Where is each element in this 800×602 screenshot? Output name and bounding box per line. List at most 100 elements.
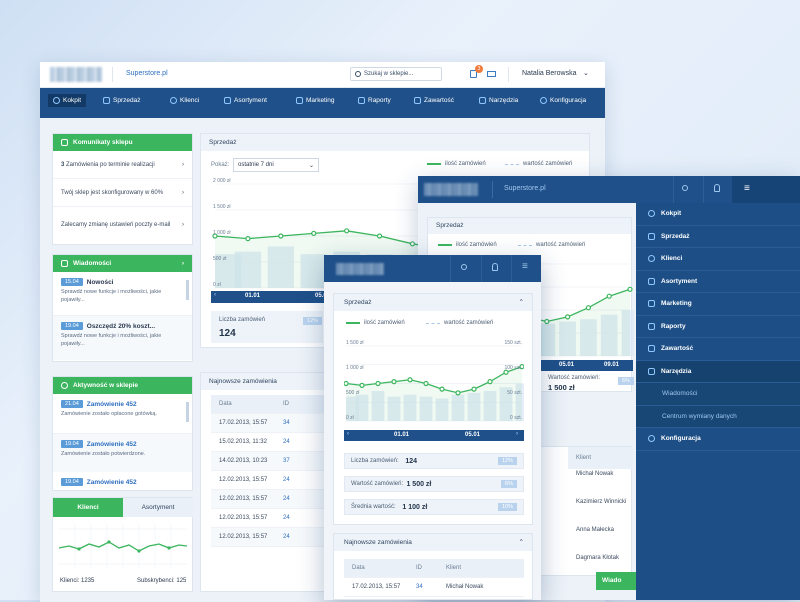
- wiadomosc-item[interactable]: 15.04 Nowości Sprawdź nowe funkcje i możl…: [53, 272, 192, 316]
- mail-icon[interactable]: [487, 71, 496, 77]
- value-bar: [419, 396, 433, 421]
- nav-sprzedaz[interactable]: Sprzedaż: [103, 97, 140, 104]
- user-icon[interactable]: [492, 263, 498, 271]
- legend-wartosc: wartość zamówień: [426, 320, 493, 326]
- store-link[interactable]: Superstore.pl: [504, 185, 546, 192]
- y-tick-label: 1 000 zł: [213, 230, 231, 236]
- sprzedaz-title: Sprzedaż: [201, 134, 589, 151]
- menu-marketing[interactable]: Marketing: [636, 293, 800, 316]
- nav-zawartosc[interactable]: Zawartość: [414, 97, 454, 104]
- user-icon[interactable]: [714, 184, 720, 192]
- sprzedaz-header[interactable]: Sprzedaż ⌃: [334, 294, 532, 311]
- stat-value: 1 500 zł: [406, 480, 432, 488]
- nav-marketing[interactable]: Marketing: [296, 97, 335, 104]
- user-name[interactable]: Natalia Berowska: [522, 70, 577, 77]
- date-label: 05.01: [465, 432, 481, 438]
- cell-id[interactable]: 37: [283, 458, 290, 464]
- chevron-right-icon: ›: [181, 260, 184, 267]
- aktywnosc-item[interactable]: 19.04 Zamówienie 452: [53, 472, 192, 490]
- chevron-down-icon[interactable]: ⌄: [583, 70, 589, 77]
- scrollbar[interactable]: [186, 280, 189, 300]
- date-range-bar[interactable]: 05.01 09.01: [524, 360, 633, 371]
- menu-zawartosc[interactable]: Zawartość: [636, 338, 800, 361]
- menu-asortyment[interactable]: Asortyment: [636, 271, 800, 293]
- menu-konfiguracja[interactable]: Konfiguracja: [636, 428, 800, 451]
- nav-kokpit[interactable]: Kokpit: [48, 94, 87, 107]
- nav-konfiguracja[interactable]: Konfiguracja: [540, 97, 586, 104]
- table-row[interactable]: 14.02.2013, 10:23 37: [211, 452, 326, 471]
- table-row[interactable]: 12.02.2013, 15:57 24: [211, 528, 326, 547]
- data-point: [606, 293, 612, 299]
- chevron-right-icon[interactable]: ›: [516, 431, 518, 437]
- submenu-centrum[interactable]: Centrum wymiany danych: [636, 405, 800, 428]
- table-row[interactable]: 12.02.2013, 15:57 24: [211, 509, 326, 528]
- table-row[interactable]: 12.02.2013, 15:57 24: [211, 490, 326, 509]
- cell-id[interactable]: 34: [416, 584, 423, 590]
- box-icon: [648, 277, 655, 285]
- hamburger-icon: ≡: [744, 183, 750, 194]
- aktywnosc-item[interactable]: 21.04 Zamówienie 452 Zamówienie zostało o…: [53, 394, 192, 434]
- orders-line: [345, 366, 523, 394]
- wiadomosc-item[interactable]: 19.04 Oszczędź 20% koszt... Sprawdź nowe …: [53, 316, 192, 360]
- period-select[interactable]: ostatnie 7 dni ⌄: [233, 158, 319, 172]
- search-icon[interactable]: [682, 185, 688, 191]
- card-title: Wiadomości: [73, 260, 112, 267]
- nav-narzedzia[interactable]: Narzędzia: [479, 97, 518, 104]
- najnowsze-header[interactable]: Najnowsze zamówienia ⌃: [334, 534, 532, 551]
- table-row[interactable]: 12.02.2013, 15:57 24: [211, 471, 326, 490]
- tag-icon: [648, 300, 655, 308]
- tab-asortyment[interactable]: Asortyment: [123, 498, 193, 517]
- divider: [481, 255, 482, 282]
- cell-id[interactable]: 34: [283, 420, 290, 426]
- table-row[interactable]: 17.02.2013, 15:57 34: [211, 414, 326, 433]
- hamburger-icon[interactable]: ≡: [522, 261, 528, 272]
- cell-id[interactable]: 24: [283, 496, 290, 502]
- menu-button[interactable]: ≡: [732, 176, 800, 203]
- menu-narzedzia[interactable]: Narzędzia: [636, 360, 800, 383]
- cell-id[interactable]: 24: [283, 515, 290, 521]
- cart-icon[interactable]: [470, 70, 477, 78]
- menu-raporty[interactable]: Raporty: [636, 316, 800, 338]
- submenu-wiadomosci[interactable]: Wiadomości: [636, 383, 800, 406]
- cell-id[interactable]: 24: [283, 534, 290, 540]
- search-input[interactable]: Szukaj w sklepie...: [350, 67, 442, 81]
- komunikat-item[interactable]: 3 Zamówienia po terminie realizacji ›: [53, 151, 192, 179]
- date-range-bar[interactable]: ‹ 01.01 05.01 ›: [344, 430, 524, 441]
- cell-id[interactable]: 24: [283, 439, 290, 445]
- wiadomosci-header[interactable]: Wiadomości ›: [53, 255, 192, 272]
- tab-klienci[interactable]: Klienci: [53, 498, 123, 517]
- nav-asortyment[interactable]: Asortyment: [224, 97, 267, 104]
- table-row[interactable]: 15.02.2013, 11:32 24: [211, 433, 326, 452]
- client-name: Michał Nowak: [576, 471, 614, 477]
- scrollbar[interactable]: [186, 402, 189, 422]
- search-icon[interactable]: [461, 264, 467, 270]
- komunikat-item[interactable]: Twój sklep jest skonfigurowany w 60% ›: [53, 179, 192, 207]
- nav-label: Narzędzia: [489, 97, 519, 104]
- data-point: [376, 233, 383, 239]
- desktop-topbar: Superstore.pl Szukaj w sklepie... 3 Nata…: [40, 62, 605, 88]
- komunikat-item[interactable]: Zalecamy zmianę ustawień poczty e-mail ›: [53, 207, 192, 243]
- cell-id[interactable]: 24: [283, 477, 290, 483]
- tools-icon: [648, 367, 655, 375]
- data-point: [455, 390, 461, 396]
- gear-icon: [540, 97, 547, 104]
- nav-raporty[interactable]: Raporty: [358, 97, 391, 104]
- chevron-left-icon[interactable]: ‹: [214, 292, 216, 298]
- col-header: Data: [352, 565, 365, 571]
- store-logo: [336, 263, 384, 275]
- aktywnosc-item[interactable]: 19.04 Zamówienie 452 Zamówienie zostało p…: [53, 434, 192, 472]
- table-row[interactable]: 17.02.2013, 15:57 34 Michał Nowak: [344, 578, 524, 597]
- store-link[interactable]: Superstore.pl: [126, 70, 168, 77]
- menu-klienci[interactable]: Klienci: [636, 248, 800, 271]
- y-tick-label: 0 zł: [346, 415, 355, 421]
- menu-kokpit[interactable]: Kokpit: [636, 203, 800, 226]
- value-bar: [346, 396, 359, 421]
- klienci-tabs-card: Klienci Asortyment Klienci: 1235 Subskry…: [52, 497, 193, 592]
- wiadomosci-header[interactable]: Wiado: [596, 572, 636, 590]
- menu-sprzedaz[interactable]: Sprzedaż: [636, 226, 800, 248]
- data-point: [487, 379, 493, 385]
- stat-label: Wartość zamówień:: [548, 375, 601, 381]
- chevron-left-icon[interactable]: ‹: [347, 431, 349, 437]
- nav-klienci[interactable]: Klienci: [170, 97, 199, 104]
- value-bar: [300, 254, 327, 288]
